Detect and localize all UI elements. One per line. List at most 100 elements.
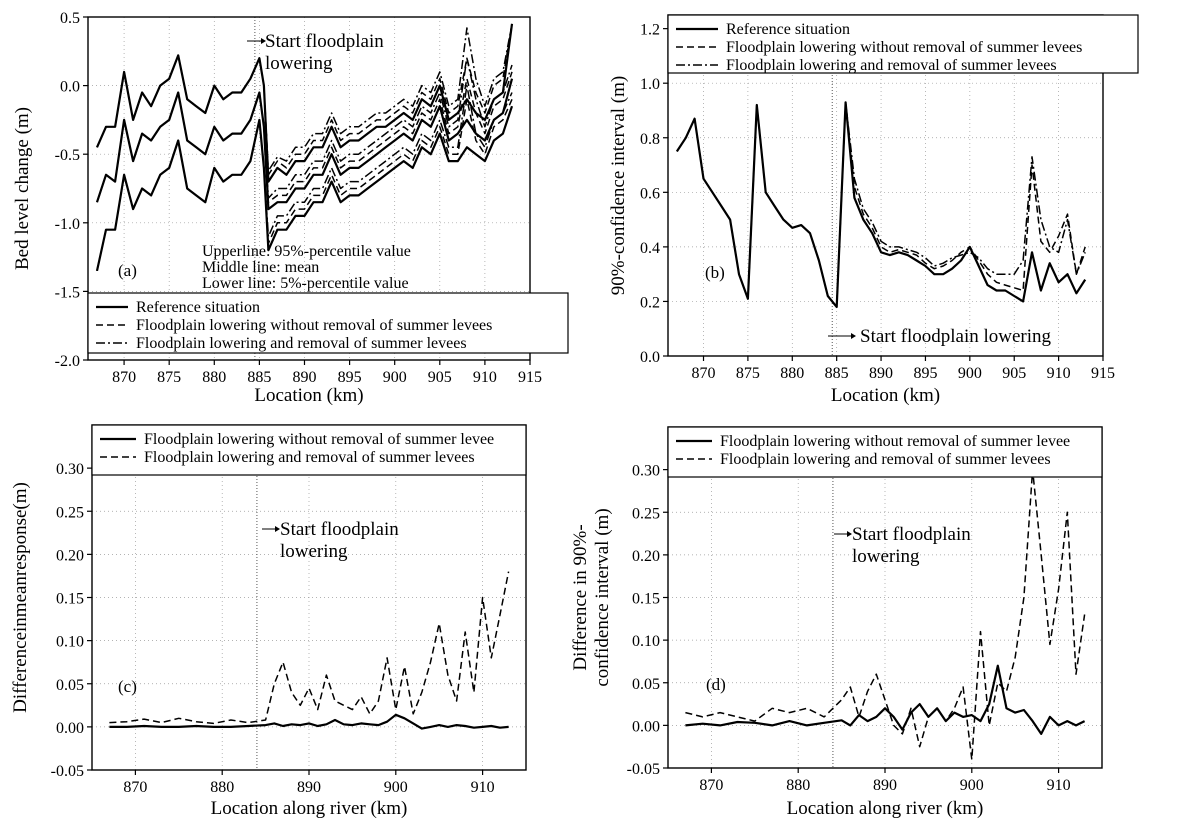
- panel-a: 870 875 880 885 890 895 900 905 910 915 -2.0 -1.5 -1…: [12, 10, 569, 406]
- arrow-head-icon: [851, 333, 856, 339]
- arrow-head-icon: [261, 38, 266, 44]
- legend-entry: Floodplain lowering and removal of summe…: [720, 451, 1051, 468]
- panel-tag: (d): [706, 675, 726, 694]
- y-tick-label: 0.2: [640, 294, 660, 311]
- y-axis-label: Differenceinmeanresponse(m): [10, 482, 31, 713]
- series-line-dashed-upper: [96, 23, 513, 176]
- y-tick-label: 0.0: [60, 79, 80, 96]
- x-tick-label: 885: [825, 365, 849, 382]
- legend-box: [91, 424, 527, 476]
- start-annotation: lowering: [280, 541, 348, 562]
- legend-entry: Floodplain lowering without removal of s…: [720, 433, 1070, 450]
- y-tick-label: -0.05: [627, 761, 660, 778]
- y-tick-label: 0.00: [632, 718, 660, 735]
- y-tick-label: 1.2: [640, 22, 660, 39]
- x-tick-label: 905: [428, 369, 452, 386]
- start-annotation: lowering: [852, 546, 920, 567]
- start-annotation: Start floodplain lowering: [860, 326, 1052, 347]
- x-tick-label: 870: [692, 365, 716, 382]
- series-line-dashed-lower: [96, 98, 513, 271]
- panel-b: 870 875 880 885 890 895 900 905 910 915 0.0 0.2 0.4 0…: [608, 14, 1139, 406]
- legend-entry: Floodplain lowering without removal of s…: [726, 39, 1082, 56]
- series-line-solid: [685, 664, 1086, 736]
- x-tick-label: 905: [1002, 365, 1026, 382]
- y-tick-label: 0.25: [56, 504, 84, 521]
- y-tick-label: -1.0: [55, 216, 80, 233]
- x-tick-label: 900: [960, 777, 984, 794]
- x-tick-label: 875: [736, 365, 760, 382]
- y-tick-label: -1.5: [55, 284, 80, 301]
- x-tick-label: 910: [1047, 777, 1071, 794]
- x-axis-label: Location along river (km): [211, 798, 408, 819]
- x-tick-label: 910: [1047, 365, 1071, 382]
- arrow-head-icon: [275, 526, 280, 532]
- x-tick-label: 880: [210, 779, 234, 796]
- y-tick-label: 0.25: [632, 505, 660, 522]
- y-tick-label: 0.20: [632, 548, 660, 565]
- y-tick-label: 0.30: [632, 463, 660, 480]
- legend-entry: Floodplain lowering and removal of summe…: [144, 449, 475, 466]
- x-tick-label: 880: [780, 365, 804, 382]
- annotation-note: Lower line: 5%-percentile value: [202, 275, 409, 292]
- y-tick-label: 0.20: [56, 547, 84, 564]
- x-tick-label: 915: [1091, 365, 1115, 382]
- series-line-dashdot: [676, 101, 1086, 308]
- legend-box: [667, 426, 1103, 478]
- start-annotation: Start floodplain: [280, 519, 399, 540]
- start-annotation: Start floodplain: [265, 31, 384, 52]
- annotation-note: Middle line: mean: [202, 259, 319, 276]
- y-tick-label: 0.30: [56, 461, 84, 478]
- x-tick-label: 895: [913, 365, 937, 382]
- x-tick-label: 900: [958, 365, 982, 382]
- plot-frame: [87, 16, 531, 361]
- start-annotation: Start floodplain: [852, 524, 971, 545]
- series-line-dashdot-lower: [96, 84, 513, 271]
- panel-d: 870 880 890 900 910 -0.05 0.00 0.05 0.10 0.15 0.20…: [570, 426, 1103, 819]
- panel-c: 870 880 890 900 910 -0.05 0.00 0.05 0.10 0.15 0.20…: [10, 424, 527, 819]
- panel-tag: (b): [705, 263, 725, 282]
- x-tick-label: 910: [473, 369, 497, 386]
- y-axis-label-line: Difference in 90%-: [570, 524, 591, 670]
- x-tick-label: 880: [202, 369, 226, 386]
- x-tick-label: 870: [699, 777, 723, 794]
- y-axis-label: 90%-confidence interval (m): [608, 76, 629, 295]
- legend-entry: Floodplain lowering without removal of s…: [136, 317, 492, 334]
- y-tick-label: 0.00: [56, 720, 84, 737]
- series-line-dashdot-mean: [96, 57, 513, 203]
- legend-box: [667, 14, 1139, 74]
- y-tick-label: 0.8: [640, 131, 660, 148]
- x-tick-label: 890: [297, 779, 321, 796]
- x-axis-label: Location (km): [254, 385, 363, 406]
- start-annotation: lowering: [265, 53, 333, 74]
- series-line-dashed: [676, 101, 1086, 308]
- legend-entry: Reference situation: [726, 21, 850, 38]
- legend-entry: Floodplain lowering and removal of summe…: [136, 335, 467, 352]
- legend-entry: Reference situation: [136, 299, 260, 316]
- x-axis-label: Location along river (km): [787, 798, 984, 819]
- y-tick-label: 0.10: [56, 634, 84, 651]
- x-tick-label: 875: [157, 369, 181, 386]
- y-tick-label: 1.0: [640, 76, 660, 93]
- arrow-head-icon: [847, 531, 852, 537]
- legend-entry: Floodplain lowering and removal of summe…: [726, 57, 1057, 74]
- y-tick-label: 0.05: [632, 676, 660, 693]
- y-tick-label: -2.0: [55, 353, 80, 370]
- legend-box: [87, 292, 569, 354]
- x-tick-label: 880: [786, 777, 810, 794]
- x-tick-label: 890: [873, 777, 897, 794]
- y-tick-label: 0.0: [640, 349, 660, 366]
- x-tick-label: 895: [338, 369, 362, 386]
- series-line-solid: [109, 713, 509, 730]
- x-tick-label: 900: [383, 369, 407, 386]
- series-line-solid-mean: [95, 78, 514, 211]
- y-axis-label: Bed level change (m): [12, 107, 33, 270]
- x-axis-label: Location (km): [831, 385, 940, 406]
- y-tick-label: -0.05: [51, 763, 84, 780]
- series-line-solid: [675, 101, 1087, 308]
- legend-entry: Floodplain lowering without removal of s…: [144, 431, 494, 448]
- y-tick-label: -0.5: [55, 147, 80, 164]
- y-tick-label: 0.5: [60, 10, 80, 27]
- y-tick-label: 0.4: [640, 240, 660, 257]
- y-axis-label-line: confidence interval (m): [592, 508, 613, 686]
- x-tick-label: 900: [384, 779, 408, 796]
